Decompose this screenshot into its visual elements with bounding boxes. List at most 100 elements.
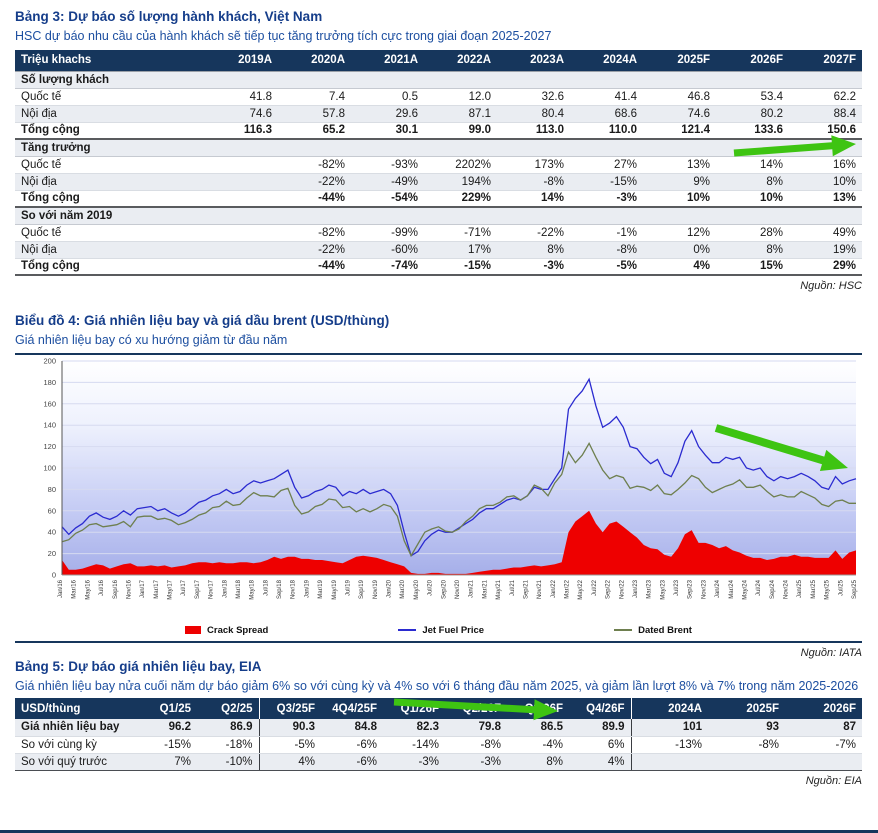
table-row: Giá nhiên liệu bay 96.2 86.9 90.3 84.8 82.3 79…	[15, 719, 862, 737]
svg-text:Nov/18: Nov/18	[291, 579, 297, 599]
col-header-year: 2024A	[570, 50, 643, 71]
row-label: Tổng cộng	[15, 190, 205, 208]
cell-value: 17%	[424, 241, 497, 259]
cell-value: -15%	[424, 258, 497, 276]
cell-value: -3%	[445, 753, 507, 771]
row-label: So với cùng kỳ	[15, 736, 135, 754]
svg-text:Mar/21: Mar/21	[482, 579, 488, 598]
svg-text:Sep/17: Sep/17	[195, 579, 201, 599]
table-row: Tổng cộng -44% -74% -15% -3% -5% 4% 15% 29%	[15, 258, 862, 276]
row-label: Tổng cộng	[15, 258, 205, 276]
cell-value: 86.9	[197, 719, 260, 737]
cell-value: -49%	[351, 173, 424, 191]
cell-value: 96.2	[135, 719, 197, 737]
chart4-title: Biểu đồ 4: Giá nhiên liệu bay và giá dầu…	[15, 313, 390, 328]
cell-value: 173%	[497, 156, 570, 174]
svg-text:Nov/17: Nov/17	[209, 579, 215, 599]
svg-text:Jan/17: Jan/17	[140, 579, 146, 598]
table-row: Quốc tế 41.8 7.4 0.5 12.0 32.6 41.4 46.8 53.4 62.…	[15, 88, 862, 106]
svg-text:Jan/19: Jan/19	[304, 579, 310, 598]
cell-value: -44%	[278, 258, 351, 276]
jet-fuel-forecast-table: USD/thùngQ1/25Q2/25Q3/25F4Q4/25FQ1/26FQ2…	[15, 698, 862, 771]
cell-value	[631, 753, 708, 771]
cell-value	[205, 258, 278, 276]
svg-text:Nov/20: Nov/20	[455, 579, 461, 599]
cell-value: 80.2	[716, 105, 789, 123]
svg-text:Jul/21: Jul/21	[510, 579, 516, 596]
svg-text:Mar/22: Mar/22	[565, 579, 571, 598]
cell-value: 62.2	[789, 88, 862, 106]
annotation-arrow-price-downtrend	[714, 424, 848, 471]
cell-value: 0%	[643, 241, 716, 259]
cell-value: 82.3	[383, 719, 445, 737]
table3-header-row: Triệu khachs 2019A 2020A 2021A 2022A 2023A 202…	[15, 50, 862, 71]
svg-text:Sep/23: Sep/23	[688, 579, 694, 599]
cell-value: 90.3	[259, 719, 321, 737]
col-header-year: 2027F	[789, 50, 862, 71]
cell-value: -54%	[351, 190, 424, 208]
cell-value: 12%	[643, 224, 716, 242]
svg-text:200: 200	[43, 357, 56, 366]
table-row: Tổng cộng 116.3 65.2 30.1 99.0 113.0 110.0 121.…	[15, 122, 862, 140]
section-label: So với năm 2019	[15, 206, 862, 225]
svg-text:May/18: May/18	[250, 579, 256, 599]
table3-title: Bảng 3: Dự báo số lượng hành khách, Việt…	[15, 9, 323, 24]
cell-value: -22%	[278, 241, 351, 259]
cell-value: 74.6	[205, 105, 278, 123]
legend-label: Dated Brent	[638, 624, 692, 636]
cell-value	[205, 173, 278, 191]
cell-value: 49%	[789, 224, 862, 242]
col-header: Q1/25	[135, 698, 197, 719]
svg-text:May/17: May/17	[168, 579, 174, 599]
svg-text:Sep/19: Sep/19	[359, 579, 365, 599]
table3-source: Nguồn: HSC	[800, 280, 862, 292]
svg-text:Nov/16: Nov/16	[126, 579, 132, 599]
cell-value: -6%	[321, 753, 383, 771]
cell-value	[205, 224, 278, 242]
svg-text:Mar/19: Mar/19	[318, 579, 324, 598]
row-label: Quốc tế	[15, 156, 205, 174]
cell-value: 4%	[259, 753, 321, 771]
svg-text:Nov/21: Nov/21	[537, 579, 543, 599]
cell-value: 29%	[789, 258, 862, 276]
col-header: Q2/25	[197, 698, 260, 719]
cell-value: 32.6	[497, 88, 570, 106]
svg-text:Jan/16: Jan/16	[58, 579, 64, 598]
svg-text:Sep/18: Sep/18	[277, 579, 283, 599]
cell-value: 7.4	[278, 88, 351, 106]
svg-text:May/20: May/20	[414, 579, 420, 599]
svg-text:Jul/16: Jul/16	[99, 579, 105, 596]
cell-value: 29.6	[351, 105, 424, 123]
svg-text:Jul/25: Jul/25	[838, 579, 844, 596]
chart4-source: Nguồn: IATA	[800, 647, 862, 659]
cell-value: 15%	[716, 258, 789, 276]
svg-text:Jul/17: Jul/17	[181, 579, 187, 596]
svg-text:May/25: May/25	[825, 579, 831, 599]
col-header: 4Q4/25F	[321, 698, 383, 719]
section-label: Tăng trưởng	[15, 138, 862, 157]
svg-text:Jan/20: Jan/20	[387, 579, 393, 598]
chart-bottom-rule	[15, 641, 862, 643]
cell-value: 113.0	[497, 122, 570, 140]
cell-value: 116.3	[205, 122, 278, 140]
cell-value	[708, 753, 785, 771]
svg-text:Mar/20: Mar/20	[400, 579, 406, 598]
cell-value: 74.6	[643, 105, 716, 123]
cell-value	[205, 190, 278, 208]
col-header-year: 2019A	[205, 50, 278, 71]
svg-text:Jan/23: Jan/23	[633, 579, 639, 598]
cell-value: 14%	[497, 190, 570, 208]
cell-value: -93%	[351, 156, 424, 174]
cell-value: 10%	[643, 190, 716, 208]
col-header-year: 2022A	[424, 50, 497, 71]
cell-value: -3%	[383, 753, 445, 771]
cell-value: 13%	[789, 190, 862, 208]
legend-item: Crack Spread	[185, 625, 268, 636]
cell-value: 88.4	[789, 105, 862, 123]
svg-text:Sep/20: Sep/20	[441, 579, 447, 599]
svg-text:Jul/20: Jul/20	[428, 579, 434, 596]
col-header-year: 2020A	[278, 50, 351, 71]
cell-value: 80.4	[497, 105, 570, 123]
fuel-price-chart: 0 20 40 60 80 100 120 140 160 180 200 Jan/16 Mar/16 M…	[15, 357, 862, 622]
svg-text:140: 140	[43, 421, 56, 430]
